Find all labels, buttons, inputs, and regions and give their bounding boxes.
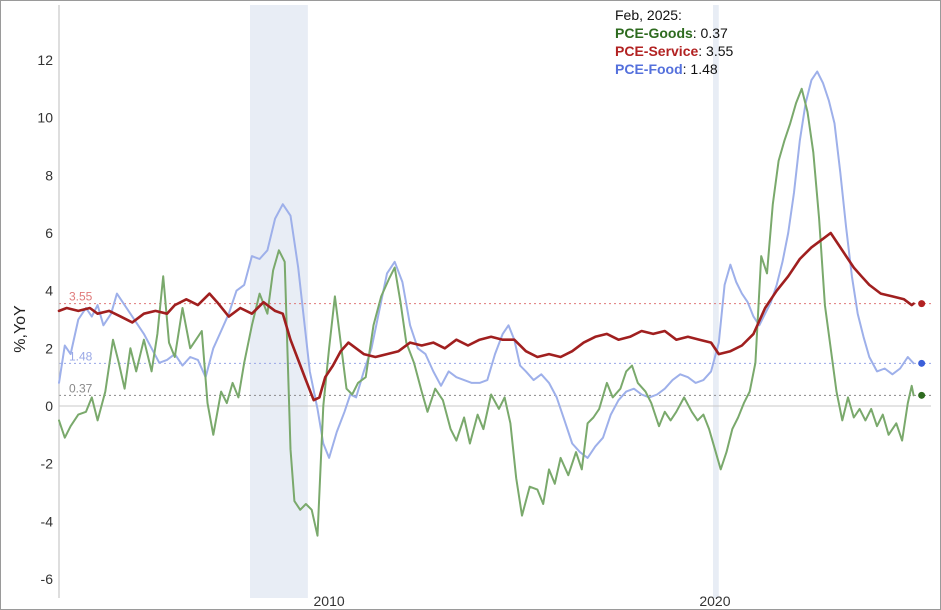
end-point-marker (918, 391, 926, 399)
reference-lines: 3.55 1.48 0.37 (59, 290, 931, 396)
recession-bands (249, 5, 719, 598)
legend-item-goods: PCE-Goods: 0.37 (615, 24, 733, 42)
recession-band (249, 5, 308, 598)
y-tick-label: 4 (45, 283, 53, 299)
y-axis-label: %,YoY (12, 305, 29, 353)
axes: -6 -4 -2 0 2 4 6 8 10 12 2010 2020 (37, 5, 931, 609)
legend-name-goods: PCE-Goods (615, 25, 693, 41)
y-tick-label: 12 (37, 52, 53, 68)
end-point-marker (918, 359, 926, 367)
legend-name-service: PCE-Service (615, 43, 699, 59)
legend: Feb, 2025: PCE-Goods: 0.37 PCE-Service: … (615, 6, 733, 78)
y-tick-label: 2 (45, 340, 53, 356)
legend-item-service: PCE-Service: 3.55 (615, 42, 733, 60)
legend-value-goods: : 0.37 (692, 25, 728, 41)
y-tick-label: -2 (41, 456, 54, 472)
x-tick-label: 2020 (699, 593, 730, 609)
reference-line-label: 0.37 (69, 381, 93, 395)
legend-item-food: PCE-Food: 1.48 (615, 60, 733, 78)
legend-value-service: : 3.55 (698, 43, 734, 59)
series-line-pce-service (57, 231, 915, 402)
end-point-marker (918, 300, 926, 308)
end-markers (918, 300, 926, 399)
y-tick-label: 10 (37, 110, 53, 126)
series-line-pce-food (58, 70, 915, 459)
y-tick-label: 0 (45, 398, 53, 414)
legend-value-food: : 1.48 (682, 61, 718, 77)
y-tick-label: -4 (41, 513, 54, 529)
y-tick-label: 6 (45, 225, 53, 241)
reference-line-label: 3.55 (69, 290, 93, 304)
reference-line-label: 1.48 (69, 349, 93, 363)
series-lines (57, 70, 915, 537)
x-tick-label: 2010 (314, 593, 345, 609)
legend-header: Feb, 2025: (615, 7, 682, 23)
recession-band (713, 5, 719, 598)
y-tick-label: -6 (41, 571, 54, 587)
series-line-pce-goods (58, 87, 915, 537)
legend-name-food: PCE-Food (615, 61, 683, 77)
y-tick-label: 8 (45, 167, 53, 183)
